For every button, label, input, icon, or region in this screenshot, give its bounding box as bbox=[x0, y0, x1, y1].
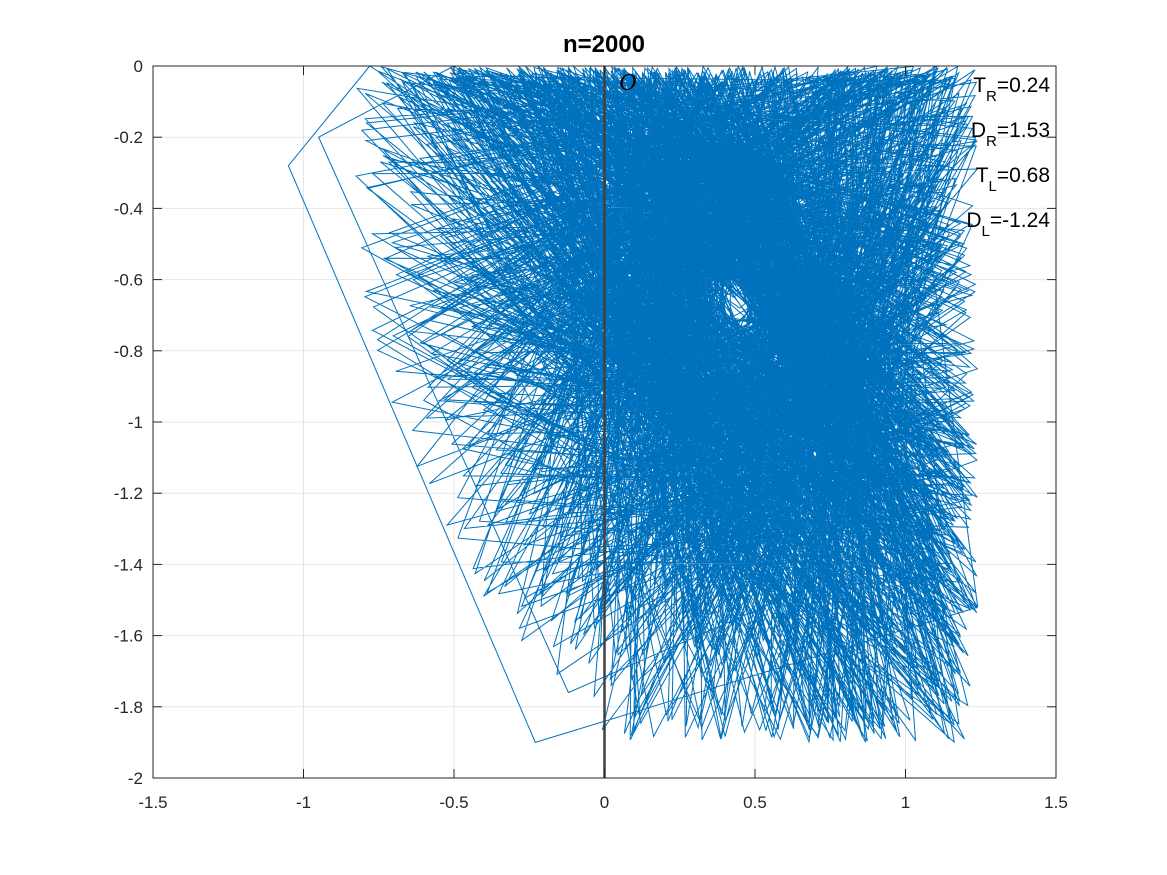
y-tick-label: -0.8 bbox=[114, 342, 143, 361]
parameter-annotations: TR=0.24 DR=1.53 TL=0.68 DL=-1.24 bbox=[966, 74, 1050, 240]
y-tick-label: 0 bbox=[134, 57, 143, 76]
origin-label: O bbox=[619, 70, 636, 96]
chart-title: n=2000 bbox=[563, 31, 645, 58]
x-tick-label: -0.5 bbox=[439, 793, 468, 812]
x-tick-label: -1 bbox=[296, 793, 311, 812]
x-tick-label: 0 bbox=[600, 793, 609, 812]
x-tick-label: 1 bbox=[901, 793, 910, 812]
y-axis-ticks: 0 -0.2 -0.4 -0.6 -0.8 -1 -1.2 -1.4 -1.6 -1.8 -2 bbox=[114, 57, 1056, 788]
annotation-t-l: TL=0.68 bbox=[976, 164, 1050, 195]
x-tick-label: 0.5 bbox=[743, 793, 767, 812]
x-tick-label: 1.5 bbox=[1044, 793, 1068, 812]
y-tick-label: -0.4 bbox=[114, 199, 143, 218]
y-tick-label: -1.2 bbox=[114, 484, 143, 503]
annotation-t-r: TR=0.24 bbox=[973, 74, 1050, 105]
y-tick-label: -0.6 bbox=[114, 271, 143, 290]
x-tick-label: -1.5 bbox=[138, 793, 167, 812]
annotation-d-l: DL=-1.24 bbox=[966, 209, 1050, 240]
y-tick-label: -2 bbox=[128, 769, 143, 788]
y-tick-label: -1 bbox=[128, 413, 143, 432]
y-tick-label: -1.6 bbox=[114, 627, 143, 646]
y-tick-label: -0.2 bbox=[114, 128, 143, 147]
y-tick-label: -1.4 bbox=[114, 555, 143, 574]
x-axis-ticks: -1.5 -1 -0.5 0 0.5 1 1.5 bbox=[138, 66, 1068, 812]
annotation-d-r: DR=1.53 bbox=[971, 119, 1050, 150]
y-tick-label: -1.8 bbox=[114, 698, 143, 717]
